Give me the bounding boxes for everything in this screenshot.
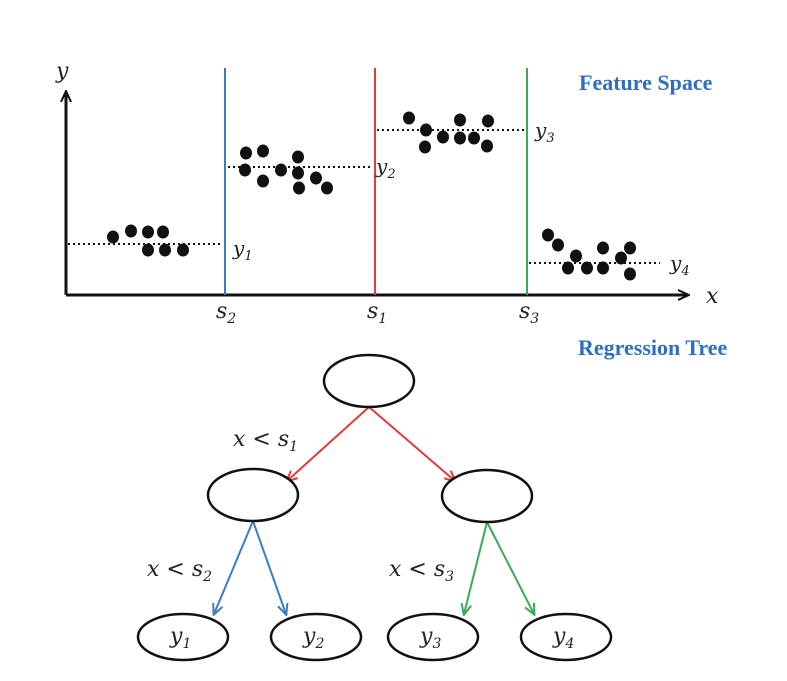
tree-node-root [322,353,416,409]
tree-leaf-y2 [269,612,363,662]
condition-label-s3: x < s3 [389,557,454,585]
data-point [481,139,493,153]
data-point [257,174,269,188]
data-point [437,130,449,144]
data-point [310,171,322,185]
split-label-s2: s2 [216,299,236,327]
regression-tree-panel: Regression Tree y1 y2 y3 y4 x < s1 [136,335,728,662]
data-point [257,144,269,158]
data-point [239,163,251,177]
condition-label-s1: x < s1 [233,427,298,455]
data-point [624,241,636,255]
tree-node-right [440,468,534,524]
data-point [570,249,582,263]
data-point [177,243,189,257]
edge-right-leaf3 [464,521,488,614]
tree-leaf-y4 [519,612,613,662]
data-point [240,146,252,160]
data-point [142,225,154,239]
level-label-y4: y4 [669,251,690,279]
feature-space-panel: y x s2 s1 s3 y1 y2 y3 y4 [55,59,719,327]
data-point [420,123,432,137]
edge-root-right [368,406,455,481]
data-point [597,241,609,255]
level-label-y3: y3 [534,118,555,146]
tree-leaf-y3 [386,612,480,662]
data-point [468,131,480,145]
data-point [125,224,137,238]
data-point [454,113,466,127]
level-label-y2: y2 [375,154,396,182]
tree-node-left [206,467,300,523]
data-point [403,111,415,125]
edge-left-leaf1 [214,520,254,614]
data-point [142,243,154,257]
data-point [419,140,431,154]
leaf-label-y3: y3 [419,624,441,652]
split-label-s3: s3 [519,299,539,327]
leaf-label-y2: y2 [302,624,324,652]
data-point [157,225,169,239]
edge-root-left [287,406,370,481]
data-point [292,166,304,180]
tree-leaf-y1 [136,612,230,662]
points-cluster-3 [403,111,494,154]
level-label-y1: y1 [232,236,253,264]
y-axis-label: y [55,59,69,84]
edge-left-leaf2 [252,520,286,614]
data-point [159,243,171,257]
feature-space-title: Feature Space [579,70,713,95]
points-cluster-1 [107,224,189,257]
data-point [107,230,119,244]
data-point [454,131,466,145]
split-label-s1: s1 [367,299,387,327]
data-point [275,163,287,177]
data-point [542,228,554,242]
data-point [482,114,494,128]
data-point [293,181,305,195]
data-point [581,261,593,275]
x-axis-label: x [706,284,719,309]
data-point [552,238,564,252]
data-point [624,267,636,281]
regression-tree-title: Regression Tree [578,335,728,360]
data-point [562,261,574,275]
points-cluster-2 [239,144,333,195]
leaf-label-y1: y1 [169,624,191,652]
data-point [615,251,627,265]
edge-right-leaf4 [486,521,534,614]
data-point [597,261,609,275]
data-point [292,150,304,164]
condition-label-s2: x < s2 [147,557,212,585]
points-cluster-4 [542,228,636,281]
data-point [321,181,333,195]
leaf-label-y4: y4 [552,624,574,652]
